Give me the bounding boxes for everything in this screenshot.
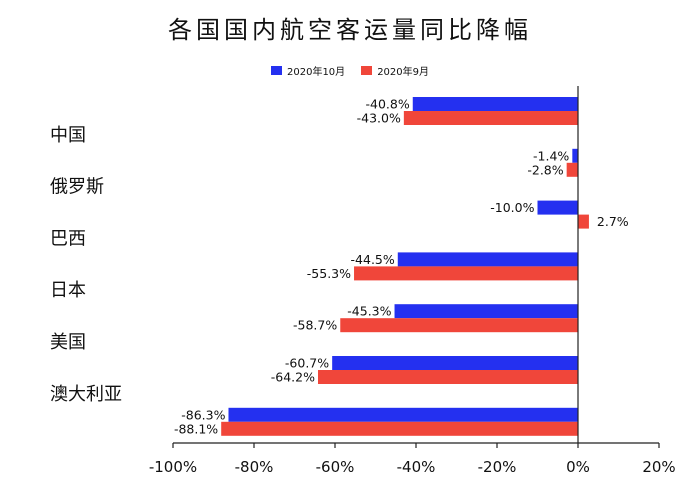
x-tick-label: -40% — [397, 458, 436, 476]
bar-oct-4 — [397, 252, 578, 267]
data-label: -10.0% — [490, 200, 534, 215]
bar-sep-4 — [354, 266, 578, 281]
bar-sep-1 — [403, 111, 578, 125]
data-label: -40.8% — [366, 97, 410, 112]
legend-swatch-series-2 — [361, 66, 373, 75]
bar-sep-7 — [221, 421, 578, 436]
legend-label-series-2: 2020年9月 — [377, 67, 429, 78]
data-label: -64.2% — [271, 370, 315, 385]
legend-item-series-1: 2020年10月 — [271, 63, 345, 78]
data-label: -55.3% — [307, 266, 351, 281]
bar-oct-2 — [572, 148, 578, 163]
bar-oct-1 — [412, 97, 578, 111]
data-label: -60.7% — [285, 356, 329, 371]
data-label: -43.0% — [357, 111, 401, 126]
category-label: 日本 — [50, 280, 86, 301]
bar-oct-5 — [394, 304, 578, 319]
legend-item-series-2: 2020年9月 — [361, 63, 429, 78]
x-tick-label: -80% — [235, 458, 274, 476]
bar-oct-3 — [537, 200, 578, 215]
category-label: 巴西 — [50, 228, 86, 249]
bar-oct-7 — [228, 407, 579, 422]
data-label: -58.7% — [293, 318, 337, 333]
data-label: -44.5% — [351, 252, 395, 267]
bar-sep-2 — [566, 162, 578, 177]
bar-oct-6 — [332, 356, 578, 370]
x-tick-label: 20% — [642, 458, 675, 476]
legend-label-series-1: 2020年10月 — [287, 67, 346, 78]
x-tick-label: -20% — [478, 458, 517, 476]
bar-sep-5 — [340, 318, 578, 333]
x-tick-label: 0% — [566, 458, 590, 476]
category-label: 中国 — [50, 125, 86, 146]
category-label: 俄罗斯 — [50, 177, 104, 198]
data-label: -2.8% — [527, 162, 563, 177]
chart-legend: 2020年10月 2020年9月 — [0, 63, 700, 78]
data-label: 2.7% — [597, 214, 629, 229]
data-label: -88.1% — [174, 421, 218, 436]
chart-title: 各国国内航空客运量同比降幅 — [168, 16, 532, 44]
data-label: -45.3% — [347, 304, 391, 319]
bar-sep-6 — [317, 370, 578, 384]
x-tick-label: -100% — [149, 458, 197, 476]
bar-sep-3 — [578, 214, 589, 229]
category-label: 澳大利亚 — [50, 384, 122, 405]
category-label: 美国 — [50, 332, 86, 353]
legend-swatch-series-1 — [271, 66, 282, 75]
data-label: -86.3% — [181, 407, 225, 422]
x-tick-label: -60% — [316, 458, 355, 476]
data-label: -1.4% — [533, 148, 569, 163]
